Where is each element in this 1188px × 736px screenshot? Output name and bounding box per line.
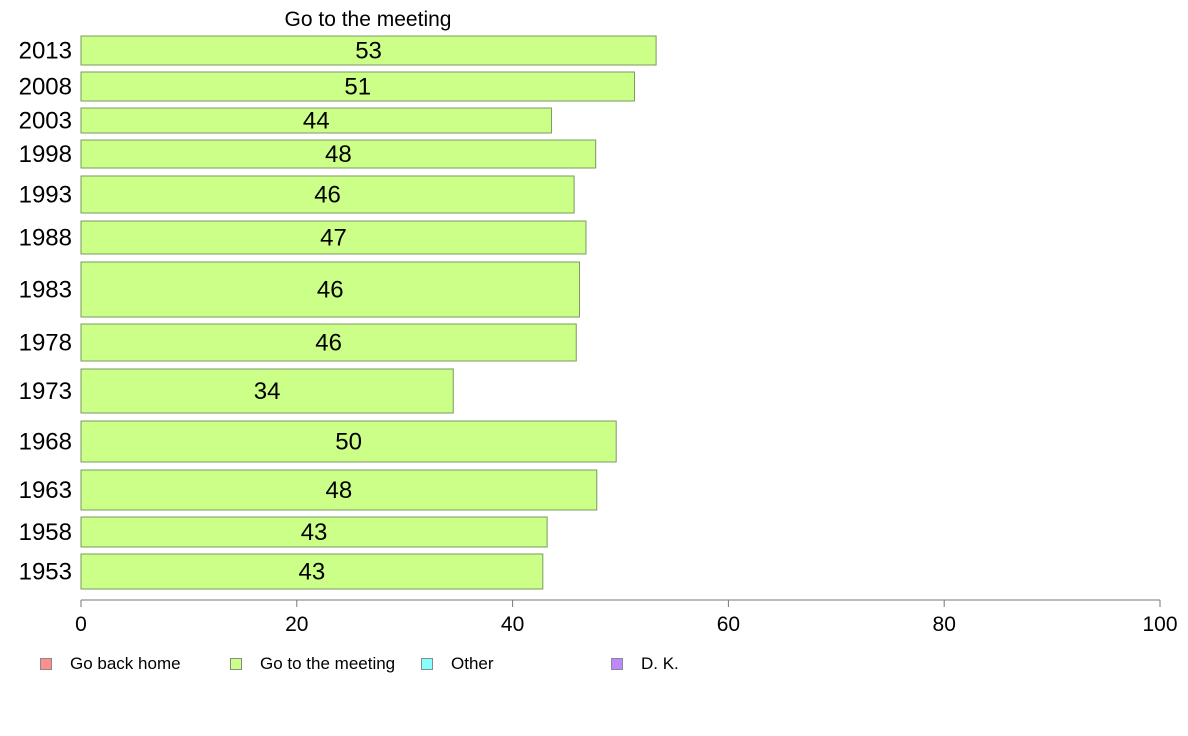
legend-swatch-go-to-the-meeting (230, 658, 242, 670)
bar-2013 (80, 35, 657, 66)
category-label-1983: 1983 (19, 277, 72, 304)
category-label-1963: 1963 (19, 477, 72, 504)
category-label-2008: 2008 (19, 74, 72, 101)
bar-1973 (80, 368, 454, 414)
x-tick-label-0: 0 (75, 613, 87, 636)
bar-1958 (80, 516, 548, 548)
category-label-2013: 2013 (19, 38, 72, 65)
bar-2008 (80, 71, 636, 102)
data-label-2013: 53 (355, 38, 382, 65)
legend-label-go-back-home: Go back home (70, 654, 181, 673)
legend-item-go-to-the-meeting: Go to the meeting (230, 654, 395, 674)
legend-item-dk: D. K. (611, 654, 679, 674)
category-label-2003: 2003 (19, 108, 72, 135)
bar-1953 (80, 553, 544, 590)
data-label-2003: 44 (303, 108, 330, 135)
legend-item-go-back-home: Go back home (40, 654, 181, 674)
category-label-1968: 1968 (19, 429, 72, 456)
data-label-1993: 46 (314, 182, 341, 209)
legend-swatch-go-back-home (40, 658, 52, 670)
bar-1963 (80, 469, 598, 511)
category-label-1953: 1953 (19, 559, 72, 586)
legend-label-other: Other (451, 654, 494, 673)
category-label-1978: 1978 (19, 330, 72, 357)
data-label-2008: 51 (344, 74, 371, 101)
data-label-1978: 46 (315, 330, 342, 357)
data-label-1968: 50 (335, 429, 362, 456)
chart-title: Go to the meeting (285, 8, 452, 31)
x-tick-label-20: 20 (285, 613, 308, 636)
data-label-1953: 43 (299, 559, 326, 586)
bar-2003 (80, 107, 552, 134)
category-label-1973: 1973 (19, 378, 72, 405)
category-label-1993: 1993 (19, 182, 72, 209)
x-tick-label-40: 40 (501, 613, 524, 636)
data-label-1983: 46 (317, 277, 344, 304)
x-tick-label-60: 60 (717, 613, 740, 636)
data-label-1988: 47 (320, 225, 347, 252)
x-tick-label-100: 100 (1142, 613, 1177, 636)
legend-swatch-other (421, 658, 433, 670)
bar-1998 (80, 139, 597, 169)
bar-chart: Go to the meeting 53 2013 51 2008 44 2003 48 19… (19, 8, 1178, 636)
legend-label-dk: D. K. (641, 654, 679, 673)
legend-label-go-to-the-meeting: Go to the meeting (260, 654, 396, 673)
x-tick-label-80: 80 (933, 613, 956, 636)
bar-1993 (80, 175, 575, 214)
legend-item-other: Other (421, 654, 494, 674)
category-label-1958: 1958 (19, 519, 72, 546)
category-label-1998: 1998 (19, 141, 72, 168)
data-label-1958: 43 (301, 519, 328, 546)
data-label-1963: 48 (326, 477, 353, 504)
data-label-1998: 48 (325, 141, 352, 168)
x-axis: 0 20 40 60 80 100 (75, 599, 1178, 636)
bar-1968 (80, 420, 617, 463)
bars-layer: 53 2013 51 2008 44 2003 48 1998 46 1993 47 1988 46 19… (19, 35, 657, 590)
bar-1988 (80, 220, 587, 255)
data-label-1973: 34 (254, 378, 281, 405)
bar-1978 (80, 323, 577, 362)
legend: Go back home Go to the meeting Other D. … (0, 654, 1188, 674)
category-label-1988: 1988 (19, 225, 72, 252)
legend-swatch-dk (611, 658, 623, 670)
bar-1983 (80, 261, 580, 318)
